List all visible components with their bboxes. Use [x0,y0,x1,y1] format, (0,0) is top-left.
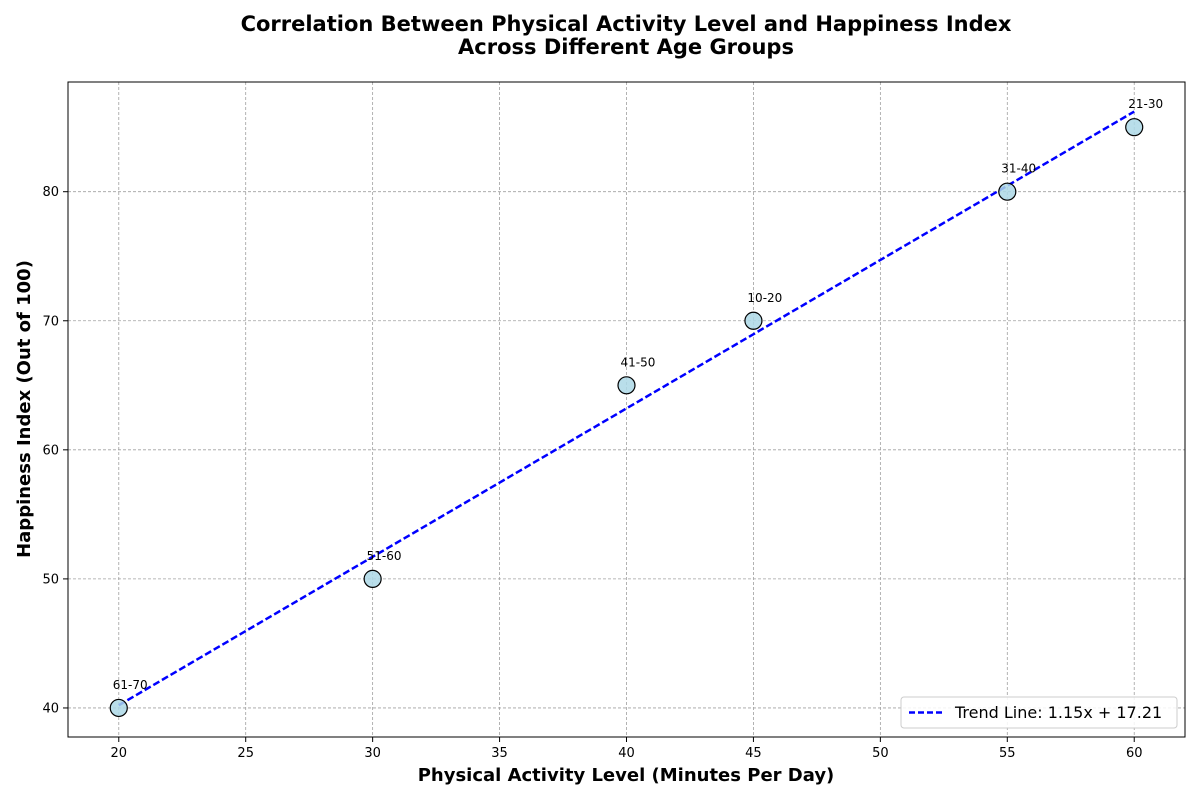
points-layer [109,118,1144,718]
point-label: 21-30 [1128,97,1163,111]
y-axis-label: Happiness Index (Out of 100) [14,260,35,558]
point-label: 41-50 [621,355,656,369]
scatter-point [617,376,636,395]
y-tick-label: 70 [42,314,59,329]
legend-box [900,696,1178,729]
point-label: 10-20 [747,291,782,305]
x-tick-label: 50 [872,746,889,761]
x-tick-label: 60 [1126,746,1143,761]
y-tick-label: 60 [42,443,59,458]
point-labels-layer: 10-20 21-30 31-40 41-50 51-60 61-70 [113,97,1163,692]
trend-line-layer [118,110,1135,707]
x-tick-label: 20 [110,746,127,761]
y-axis-ticks: 40 50 60 70 80 [42,185,68,716]
trend-line [118,110,1135,707]
x-tick-label: 25 [237,746,254,761]
y-tick-label: 50 [42,572,59,587]
legend: Trend Line: 1.15x + 17.21 [900,696,1178,729]
scatter-point [1125,118,1144,137]
x-tick-label: 55 [999,746,1016,761]
scatter-point [998,182,1017,201]
point-label: 61-70 [113,678,148,692]
scatter-point [363,569,382,588]
point-label: 51-60 [367,549,402,563]
chart-title: Correlation Between Physical Activity Le… [241,12,1012,36]
scatter-point [744,311,763,330]
point-label: 31-40 [1001,162,1036,176]
x-tick-label: 35 [491,746,508,761]
x-axis-label: Physical Activity Level (Minutes Per Day… [418,765,835,786]
x-axis-ticks: 20 25 30 35 40 45 50 55 60 [110,737,1143,761]
scatter-point [109,698,128,718]
x-tick-label: 40 [618,746,635,761]
chart-subtitle: Across Different Age Groups [458,35,794,59]
y-tick-label: 80 [42,185,59,200]
x-tick-label: 45 [745,746,762,761]
y-tick-label: 40 [42,701,59,716]
x-tick-label: 30 [364,746,381,761]
legend-trend-label: Trend Line: 1.15x + 17.21 [954,703,1162,722]
